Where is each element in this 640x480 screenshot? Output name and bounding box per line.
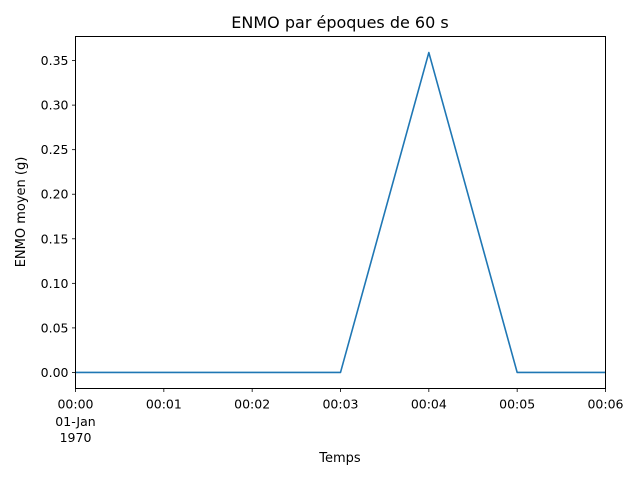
chart-title: ENMO par époques de 60 s (231, 13, 448, 32)
y-tick-label: 0.05 (41, 320, 69, 335)
x-date-label-line-1: 01-Jan (55, 414, 95, 429)
y-tick-label: 0.00 (41, 365, 69, 380)
y-tick-label: 0.30 (41, 98, 69, 113)
x-axis-ticks: 00:00 00:01 00:02 00:03 00:04 00:05 00:06 (57, 388, 624, 412)
x-date-label-line-2: 1970 (60, 430, 92, 445)
x-tick-label: 00:06 (587, 397, 623, 412)
x-tick-label: 00:05 (499, 397, 535, 412)
x-tick-label: 00:00 (57, 397, 93, 412)
y-tick-label: 0.25 (41, 142, 69, 157)
y-axis-ticks: 0.00 0.05 0.10 0.15 0.20 0.25 0.30 0.35 (41, 53, 76, 380)
x-tick-label: 00:03 (322, 397, 358, 412)
x-tick-label: 00:02 (234, 397, 270, 412)
y-tick-label: 0.35 (41, 53, 69, 68)
x-axis-label: Temps (318, 451, 361, 466)
y-tick-label: 0.20 (41, 187, 69, 202)
y-axis-label: ENMO moyen (g) (14, 157, 29, 268)
y-tick-label: 0.15 (41, 231, 69, 246)
x-tick-label: 00:01 (146, 397, 182, 412)
plot-frame (75, 36, 606, 389)
series-line (75, 51, 606, 374)
series-layer (75, 51, 606, 374)
x-tick-label: 00:04 (411, 397, 447, 412)
y-tick-label: 0.10 (41, 276, 69, 291)
